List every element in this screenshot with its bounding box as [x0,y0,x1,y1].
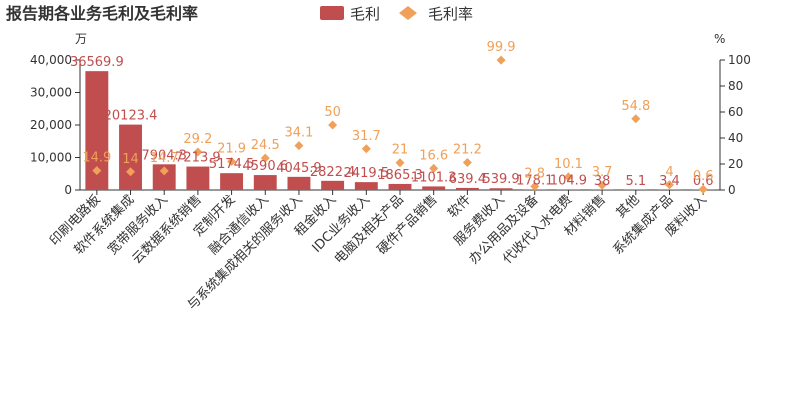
margin-value-label: 99.9 [487,40,516,55]
bar-value-label: 7213.9 [175,151,221,166]
margin-point [92,166,102,176]
bar [119,124,142,190]
margin-point [260,153,270,163]
bar-value-label: 2822.4 [310,165,356,180]
margin-point [429,163,439,173]
x-tick-label: 软件 [445,192,474,221]
bar [85,71,109,190]
bar [186,166,210,190]
bar-value-label: 2419.5 [344,166,390,181]
margin-point [530,181,540,191]
bar [354,182,378,190]
margin-point [159,166,169,176]
bar-value-label: 5.1 [625,174,646,189]
y-left-unit-label: 万 [75,32,87,46]
plot-area: 010,00020,00030,00040,000020406080100印刷电… [30,40,751,313]
bar [624,189,648,190]
bar [489,188,513,190]
margin-value-label: 0.6 [693,169,714,184]
margin-value-label: 4 [665,165,673,180]
legend-label-gross-profit: 毛利 [350,5,380,23]
bar-value-label: 5174.5 [209,157,255,172]
margin-value-label: 21.9 [217,142,246,157]
bar [220,173,244,190]
bar [422,186,446,190]
bar [388,183,412,190]
y-right-tick-label: 60 [728,105,743,119]
margin-point [227,157,237,167]
legend[interactable]: 毛利 毛利率 [320,5,473,23]
y-left-tick-label: 30,000 [30,86,72,100]
bar-value-label: 0.6 [693,174,714,189]
y-left-tick-label: 20,000 [30,118,72,132]
margin-value-label: 21.2 [453,142,482,157]
margin-value-label: 31.7 [352,129,381,144]
y-left-tick-label: 10,000 [30,151,72,165]
y-right-tick-label: 40 [728,131,743,145]
x-tick-label: 其他 [614,192,643,221]
chart-title: 报告期各业务毛利及毛利率 [6,4,198,23]
legend-label-gross-margin: 毛利率 [428,5,473,23]
bar-value-label: 36569.9 [70,55,124,70]
bar-value-label: 104.9 [550,174,587,189]
margin-value-label: 21 [392,143,409,158]
margin-value-label: 10.1 [554,157,583,172]
margin-point [496,55,506,65]
bar [556,189,580,190]
bar [253,175,277,190]
bar [321,180,345,190]
legend-bar-swatch [320,6,344,20]
y-right-tick-label: 100 [728,53,751,67]
bar [658,189,681,190]
margin-point [193,147,203,157]
margin-value-label: 14.9 [82,151,111,166]
margin-value-label: 50 [324,105,341,120]
margin-value-label: 54.8 [621,99,650,114]
margin-value-label: 34.1 [284,126,313,141]
margin-point [328,120,338,130]
y-right-tick-label: 20 [728,157,743,171]
margin-value-label: 14 [122,152,139,167]
bar [287,176,311,190]
y-right-tick-label: 80 [728,79,743,93]
margin-point [361,144,371,154]
bar-value-label: 639.4 [449,172,486,187]
margin-point [698,184,708,194]
y-left-tick-label: 0 [64,183,72,197]
margin-value-label: 2.8 [524,166,545,181]
bar [590,189,614,190]
margin-point [631,114,641,124]
margin-point [664,180,674,190]
bar-value-label: 4045.9 [276,161,322,176]
bar-value-label: 1101.3 [411,170,457,185]
y-right-tick-label: 0 [728,183,736,197]
margin-value-label: 16.6 [419,148,448,163]
margin-point [294,141,304,151]
margin-point [597,180,607,190]
legend-diamond-swatch [399,6,417,20]
y-left-tick-label: 40,000 [30,53,72,67]
bar-value-label: 539.9 [482,172,519,187]
margin-value-label: 3.7 [592,165,613,180]
margin-point [462,157,472,167]
bar-value-label: 3.4 [659,174,680,189]
margin-point [563,172,573,182]
bar-value-label: 7904.3 [141,148,187,163]
bar-value-label: 1865.3 [377,168,423,183]
margin-point [126,167,136,177]
bar-value-label: 4590.6 [243,159,289,174]
bar [455,187,479,190]
bar-value-label: 178.1 [516,173,553,188]
margin-value-label: 29.2 [183,132,212,147]
bar-value-label: 38 [594,174,611,189]
margin-value-label: 14.7 [150,151,179,166]
bar-value-label: 20123.4 [104,109,158,124]
margin-point [395,158,405,168]
bar [152,164,176,190]
y-right-unit-label: % [714,32,725,46]
margin-value-label: 24.5 [251,138,280,153]
